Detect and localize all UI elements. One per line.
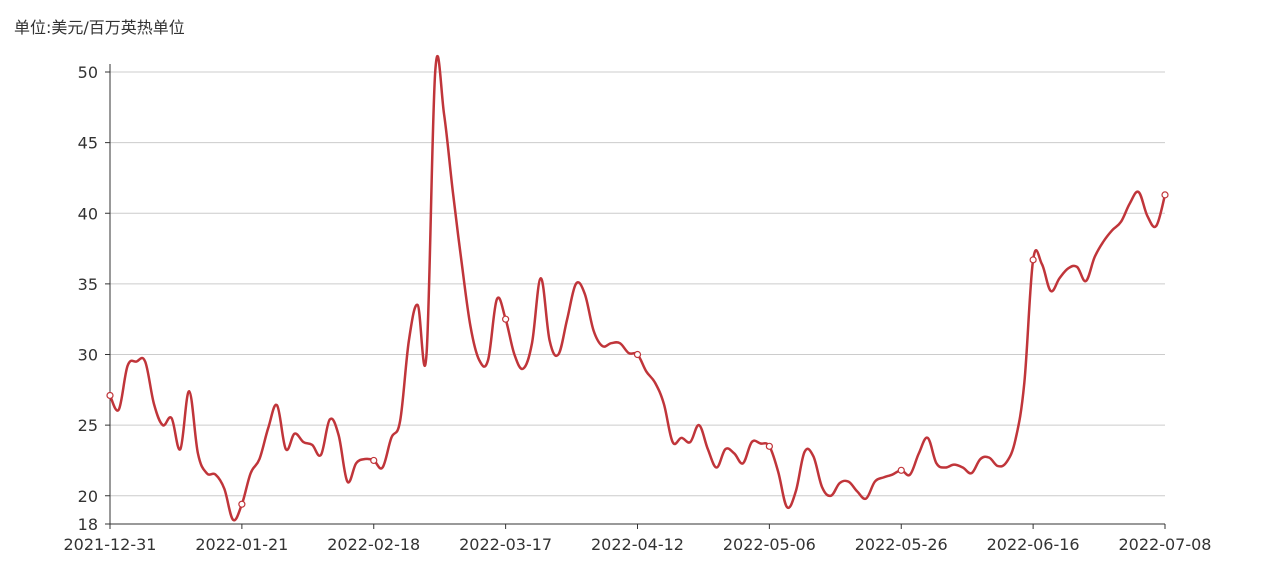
- x-tick-label: 2022-05-26: [855, 535, 948, 554]
- x-tick-label: 2022-04-12: [591, 535, 684, 554]
- x-tick-label: 2022-07-08: [1119, 535, 1212, 554]
- y-tick-label: 50: [78, 63, 98, 82]
- point: [633, 350, 642, 359]
- x-tick-label: 2022-06-16: [987, 535, 1080, 554]
- point: [502, 315, 510, 323]
- y-tick-label: 30: [78, 346, 98, 365]
- y-tick-label: 45: [78, 134, 98, 153]
- line: [108, 54, 1167, 522]
- x-tick-label: 2022-02-18: [327, 535, 420, 554]
- point: [765, 442, 773, 450]
- x-tick-label: 2022-03-17: [459, 535, 552, 554]
- y-tick-label: 20: [78, 487, 98, 506]
- unit-label: 单位:美元/百万英热单位: [14, 18, 185, 37]
- y-tick-label: 18: [78, 515, 98, 534]
- point: [897, 466, 905, 474]
- y-tick-label: 35: [78, 275, 98, 294]
- point: [1029, 256, 1037, 264]
- x-tick-label: 2021-12-31: [64, 535, 157, 554]
- x-tick-label: 2022-01-21: [195, 535, 288, 554]
- x-tick-label: 2022-05-06: [723, 535, 816, 554]
- y-tick-label: 25: [78, 416, 98, 435]
- point: [1161, 191, 1169, 199]
- point: [106, 391, 114, 400]
- y-tick-label: 40: [78, 204, 98, 223]
- point: [238, 500, 246, 508]
- point: [370, 456, 378, 465]
